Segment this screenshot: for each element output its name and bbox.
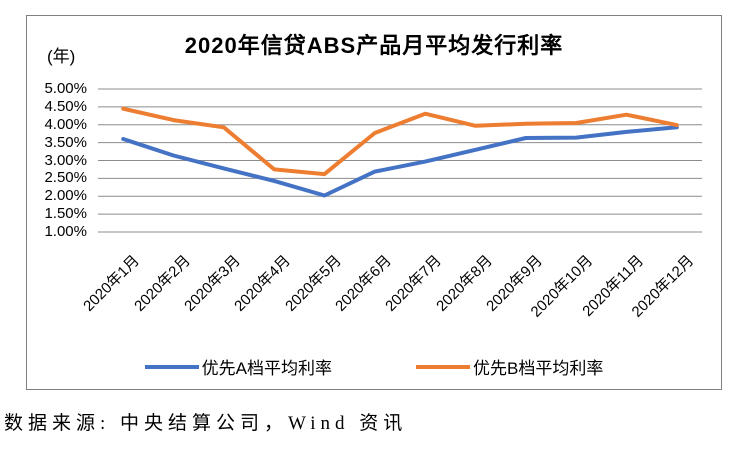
legend-item: 优先B档平均利率 — [416, 354, 603, 379]
y-axis-tick-label: 4.00% — [44, 115, 87, 133]
y-axis-tick-label: 2.00% — [44, 187, 87, 205]
plot-area — [98, 88, 702, 233]
legend: 优先A档平均利率 优先B档平均利率 — [27, 354, 721, 379]
y-axis-tick-label: 3.00% — [44, 151, 87, 169]
chart-title: 2020年信贷ABS产品月平均发行利率 — [184, 33, 564, 58]
y-axis-unit-label: (年) — [47, 47, 76, 66]
y-axis-tick-label: 4.50% — [44, 97, 87, 115]
legend-label: 优先A档平均利率 — [201, 359, 332, 378]
legend-item: 优先A档平均利率 — [144, 354, 332, 379]
chart-frame: (年) 2020年信贷ABS产品月平均发行利率 5.00% 4.50% 4.00% 3… — [26, 15, 722, 390]
series-line-1 — [121, 106, 679, 177]
y-axis-tick-label: 1.50% — [44, 205, 87, 223]
legend-label: 优先B档平均利率 — [473, 359, 604, 378]
legend-line-swatch — [144, 364, 199, 369]
series-line-0 — [121, 125, 679, 198]
y-axis-tick-label: 3.50% — [44, 133, 87, 151]
source-caption: 数据来源: 中央结算公司，Wind 资讯 — [4, 413, 408, 434]
y-axis-tick-label: 1.00% — [44, 223, 87, 240]
y-axis-tick-label: 5.00% — [44, 80, 87, 97]
legend-line-swatch — [416, 364, 470, 369]
y-axis-tick-label: 2.50% — [44, 169, 87, 187]
